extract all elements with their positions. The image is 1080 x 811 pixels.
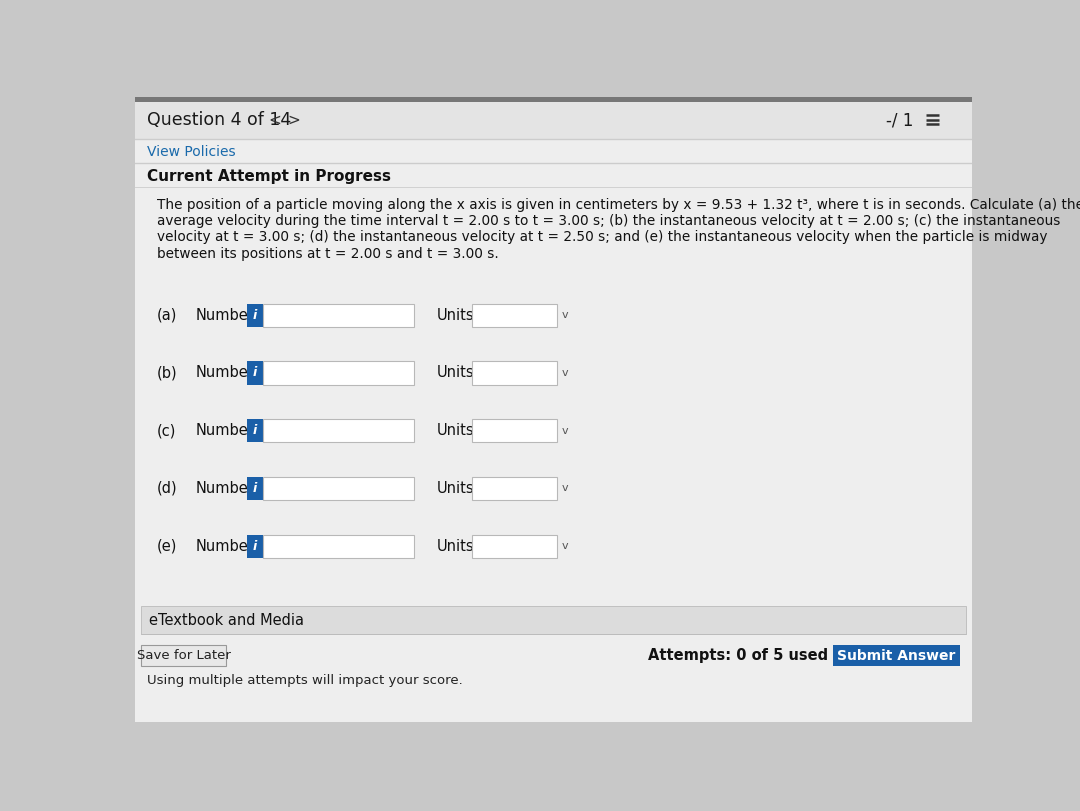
Text: (a): (a): [157, 307, 177, 323]
FancyBboxPatch shape: [472, 362, 557, 384]
Text: Units: Units: [437, 539, 475, 554]
Text: Units: Units: [437, 481, 475, 496]
Text: Question 4 of 14: Question 4 of 14: [147, 111, 291, 130]
FancyBboxPatch shape: [247, 419, 262, 442]
FancyBboxPatch shape: [135, 97, 972, 102]
FancyBboxPatch shape: [262, 303, 414, 327]
Text: Number: Number: [195, 307, 254, 323]
Text: v: v: [562, 541, 568, 551]
FancyBboxPatch shape: [472, 534, 557, 558]
Text: velocity at t = 3.00 s; (d) the instantaneous velocity at t = 2.50 s; and (e) th: velocity at t = 3.00 s; (d) the instanta…: [157, 230, 1048, 244]
Text: eTextbook and Media: eTextbook and Media: [149, 612, 303, 628]
Text: Attempts: 0 of 5 used: Attempts: 0 of 5 used: [648, 648, 828, 663]
FancyBboxPatch shape: [247, 362, 262, 384]
Text: Units: Units: [437, 366, 475, 380]
Text: i: i: [253, 424, 257, 437]
FancyBboxPatch shape: [472, 419, 557, 442]
Text: <: <: [268, 113, 281, 128]
Text: Number: Number: [195, 423, 254, 438]
Text: Using multiple attempts will impact your score.: Using multiple attempts will impact your…: [147, 674, 462, 687]
Text: -/ 1: -/ 1: [887, 111, 914, 130]
Text: Number: Number: [195, 539, 254, 554]
FancyBboxPatch shape: [262, 477, 414, 500]
FancyBboxPatch shape: [262, 419, 414, 442]
FancyBboxPatch shape: [472, 303, 557, 327]
Text: >: >: [287, 113, 299, 128]
FancyBboxPatch shape: [833, 645, 960, 667]
Text: v: v: [562, 311, 568, 320]
Text: Number: Number: [195, 366, 254, 380]
Text: Units: Units: [437, 423, 475, 438]
FancyBboxPatch shape: [262, 534, 414, 558]
Text: v: v: [562, 483, 568, 493]
Text: i: i: [253, 482, 257, 495]
Text: i: i: [253, 309, 257, 322]
FancyBboxPatch shape: [472, 477, 557, 500]
FancyBboxPatch shape: [247, 477, 262, 500]
Text: Units: Units: [437, 307, 475, 323]
Text: v: v: [562, 426, 568, 436]
FancyBboxPatch shape: [262, 362, 414, 384]
Text: i: i: [253, 367, 257, 380]
Text: between its positions at t = 2.00 s and t = 3.00 s.: between its positions at t = 2.00 s and …: [157, 247, 499, 260]
Text: (e): (e): [157, 539, 177, 554]
FancyBboxPatch shape: [141, 607, 966, 634]
FancyBboxPatch shape: [135, 102, 972, 139]
Text: Number: Number: [195, 481, 254, 496]
Text: average velocity during the time interval t = 2.00 s to t = 3.00 s; (b) the inst: average velocity during the time interva…: [157, 214, 1061, 228]
Text: Submit Answer: Submit Answer: [837, 649, 955, 663]
Text: (c): (c): [157, 423, 176, 438]
FancyBboxPatch shape: [247, 534, 262, 558]
Text: Current Attempt in Progress: Current Attempt in Progress: [147, 169, 391, 184]
Text: The position of a particle moving along the x axis is given in centimeters by x : The position of a particle moving along …: [157, 198, 1080, 212]
Text: View Policies: View Policies: [147, 145, 235, 159]
Text: (d): (d): [157, 481, 177, 496]
FancyBboxPatch shape: [135, 102, 972, 722]
Text: i: i: [253, 540, 257, 553]
Text: v: v: [562, 368, 568, 378]
FancyBboxPatch shape: [247, 303, 262, 327]
Text: (b): (b): [157, 366, 177, 380]
FancyBboxPatch shape: [141, 645, 227, 667]
Text: Save for Later: Save for Later: [137, 649, 231, 662]
